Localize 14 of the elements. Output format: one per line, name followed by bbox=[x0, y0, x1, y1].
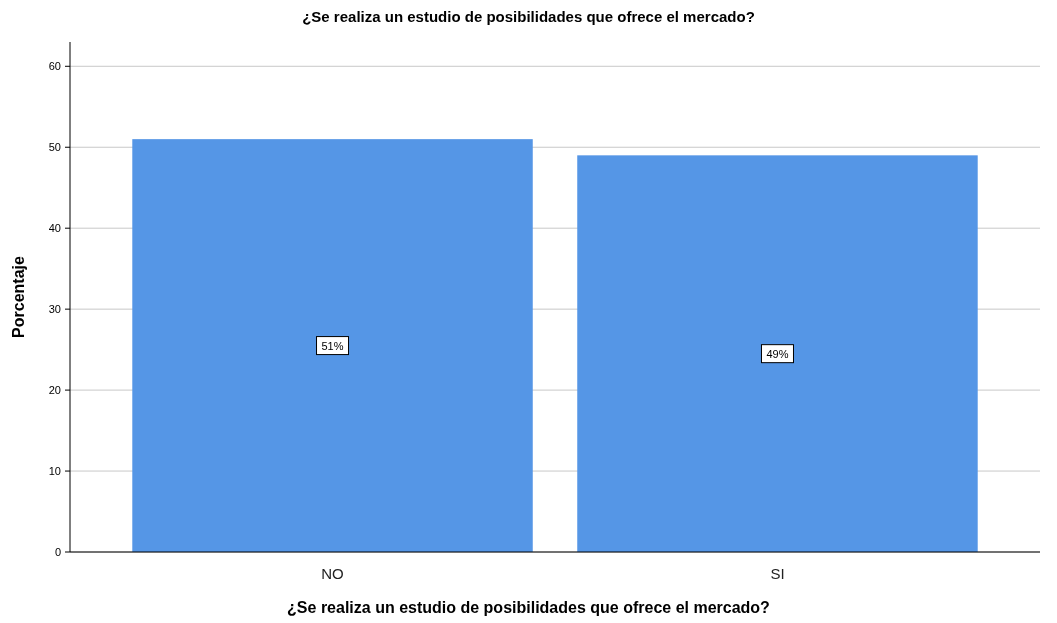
y-tick-label: 0 bbox=[54, 546, 61, 558]
y-axis-title: Porcentaje bbox=[10, 255, 27, 338]
data-label: 51% bbox=[321, 339, 344, 352]
y-tick-label: 50 bbox=[48, 141, 61, 154]
data-label: 49% bbox=[766, 347, 789, 360]
x-tick-label: SI bbox=[770, 565, 785, 582]
x-axis-title: ¿Se realiza un estudio de posibilidades que ofrece el mercado? bbox=[287, 599, 770, 616]
y-tick-label: 20 bbox=[48, 384, 61, 397]
y-tick-label: 30 bbox=[48, 303, 61, 316]
y-tick-label: 40 bbox=[48, 222, 61, 235]
x-tick-label: NO bbox=[321, 565, 344, 582]
y-tick-label: 10 bbox=[48, 465, 61, 478]
y-tick-label: 60 bbox=[48, 60, 61, 73]
chart-title: ¿Se realiza un estudio de posibilidades que ofrece el mercado? bbox=[302, 8, 755, 25]
